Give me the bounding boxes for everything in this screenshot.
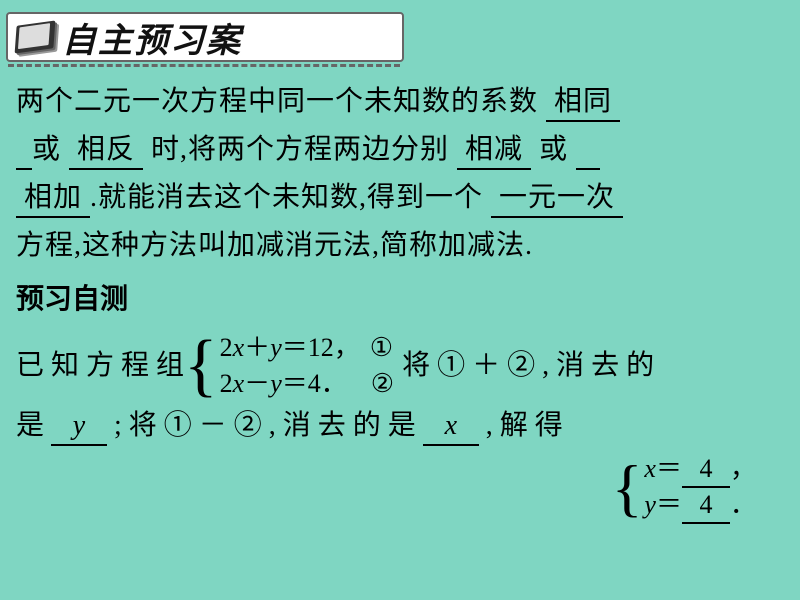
equation-1: 2x＋y＝12， ① [220, 330, 394, 366]
system-row: 已 知 方 程 组 { 2x＋y＝12， ① 2x－y＝4． ② 将 ① ＋ ②… [16, 330, 784, 402]
equation-system: { 2x＋y＝12， ① 2x－y＝4． ② [184, 330, 394, 402]
solution-x: x＝ 4 ， [644, 452, 756, 488]
header-title: 自主预习案 [62, 13, 242, 62]
solution-y: y＝ 4 ． [644, 488, 756, 524]
tag-2: ② [371, 366, 394, 402]
text: 两个二元一次方程中同一个未知数的系数 [16, 86, 538, 117]
equation-2: 2x－y＝4． ② [220, 366, 394, 402]
text: ． [730, 488, 756, 522]
text: 或 [539, 134, 568, 165]
text: 或 [32, 134, 61, 165]
fill-blank-4: 相加 [16, 180, 90, 218]
fill-blank-1: 相同 [546, 84, 620, 122]
fill-blank-5: 一元一次 [491, 180, 623, 218]
solution-row: { x＝ 4 ， y＝ 4 ． [16, 452, 784, 524]
text: ; 将 ① － ② , 消 去 的 是 [114, 410, 416, 441]
text: 是 [16, 410, 44, 441]
text-after-system: 将 ① ＋ ② , 消 去 的 [402, 342, 654, 390]
content-area: 两个二元一次方程中同一个未知数的系数 相同 或 相反 时,将两个方程两边分别 相… [0, 70, 800, 524]
solution-equations: x＝ 4 ， y＝ 4 ． [644, 452, 756, 524]
text: 方程,这种方法叫加减消元法,简称加减法. [16, 230, 533, 261]
sub-heading: 预习自测 [16, 276, 784, 324]
fill-blank-4-pre [576, 132, 600, 170]
text: 时,将两个方程两边分别 [151, 134, 449, 165]
fill-blank-7: x [423, 408, 479, 446]
header-box: 自主预习案 [6, 12, 404, 62]
tag-1: ① [370, 330, 393, 366]
fill-blank-y: 4 [682, 488, 730, 524]
page-root: 自主预习案 两个二元一次方程中同一个未知数的系数 相同 或 相反 时,将两个方程… [0, 0, 800, 600]
fill-blank-2: 相反 [69, 132, 143, 170]
fill-blank-x: 4 [682, 452, 730, 488]
paragraph-1: 两个二元一次方程中同一个未知数的系数 相同 或 相反 时,将两个方程两边分别 相… [16, 78, 784, 270]
text: , 解 得 [486, 410, 563, 441]
fill-blank-1-cont [16, 132, 32, 170]
fill-blank-6: y [51, 408, 107, 446]
solution-system: { x＝ 4 ， y＝ 4 ． [612, 452, 756, 524]
section-header: 自主预习案 [0, 0, 800, 70]
text: .就能消去这个未知数,得到一个 [90, 182, 483, 213]
left-brace-icon: { [612, 456, 643, 520]
header-underline [8, 64, 400, 67]
equations: 2x＋y＝12， ① 2x－y＝4． ② [220, 330, 394, 402]
left-brace-icon: { [184, 331, 218, 401]
line-6: 是 y ; 将 ① － ② , 消 去 的 是 x , 解 得 [16, 402, 784, 450]
text: ， [730, 452, 756, 486]
text-known: 已 知 方 程 组 [16, 342, 184, 390]
books-icon [14, 15, 58, 59]
fill-blank-3: 相减 [457, 132, 531, 170]
